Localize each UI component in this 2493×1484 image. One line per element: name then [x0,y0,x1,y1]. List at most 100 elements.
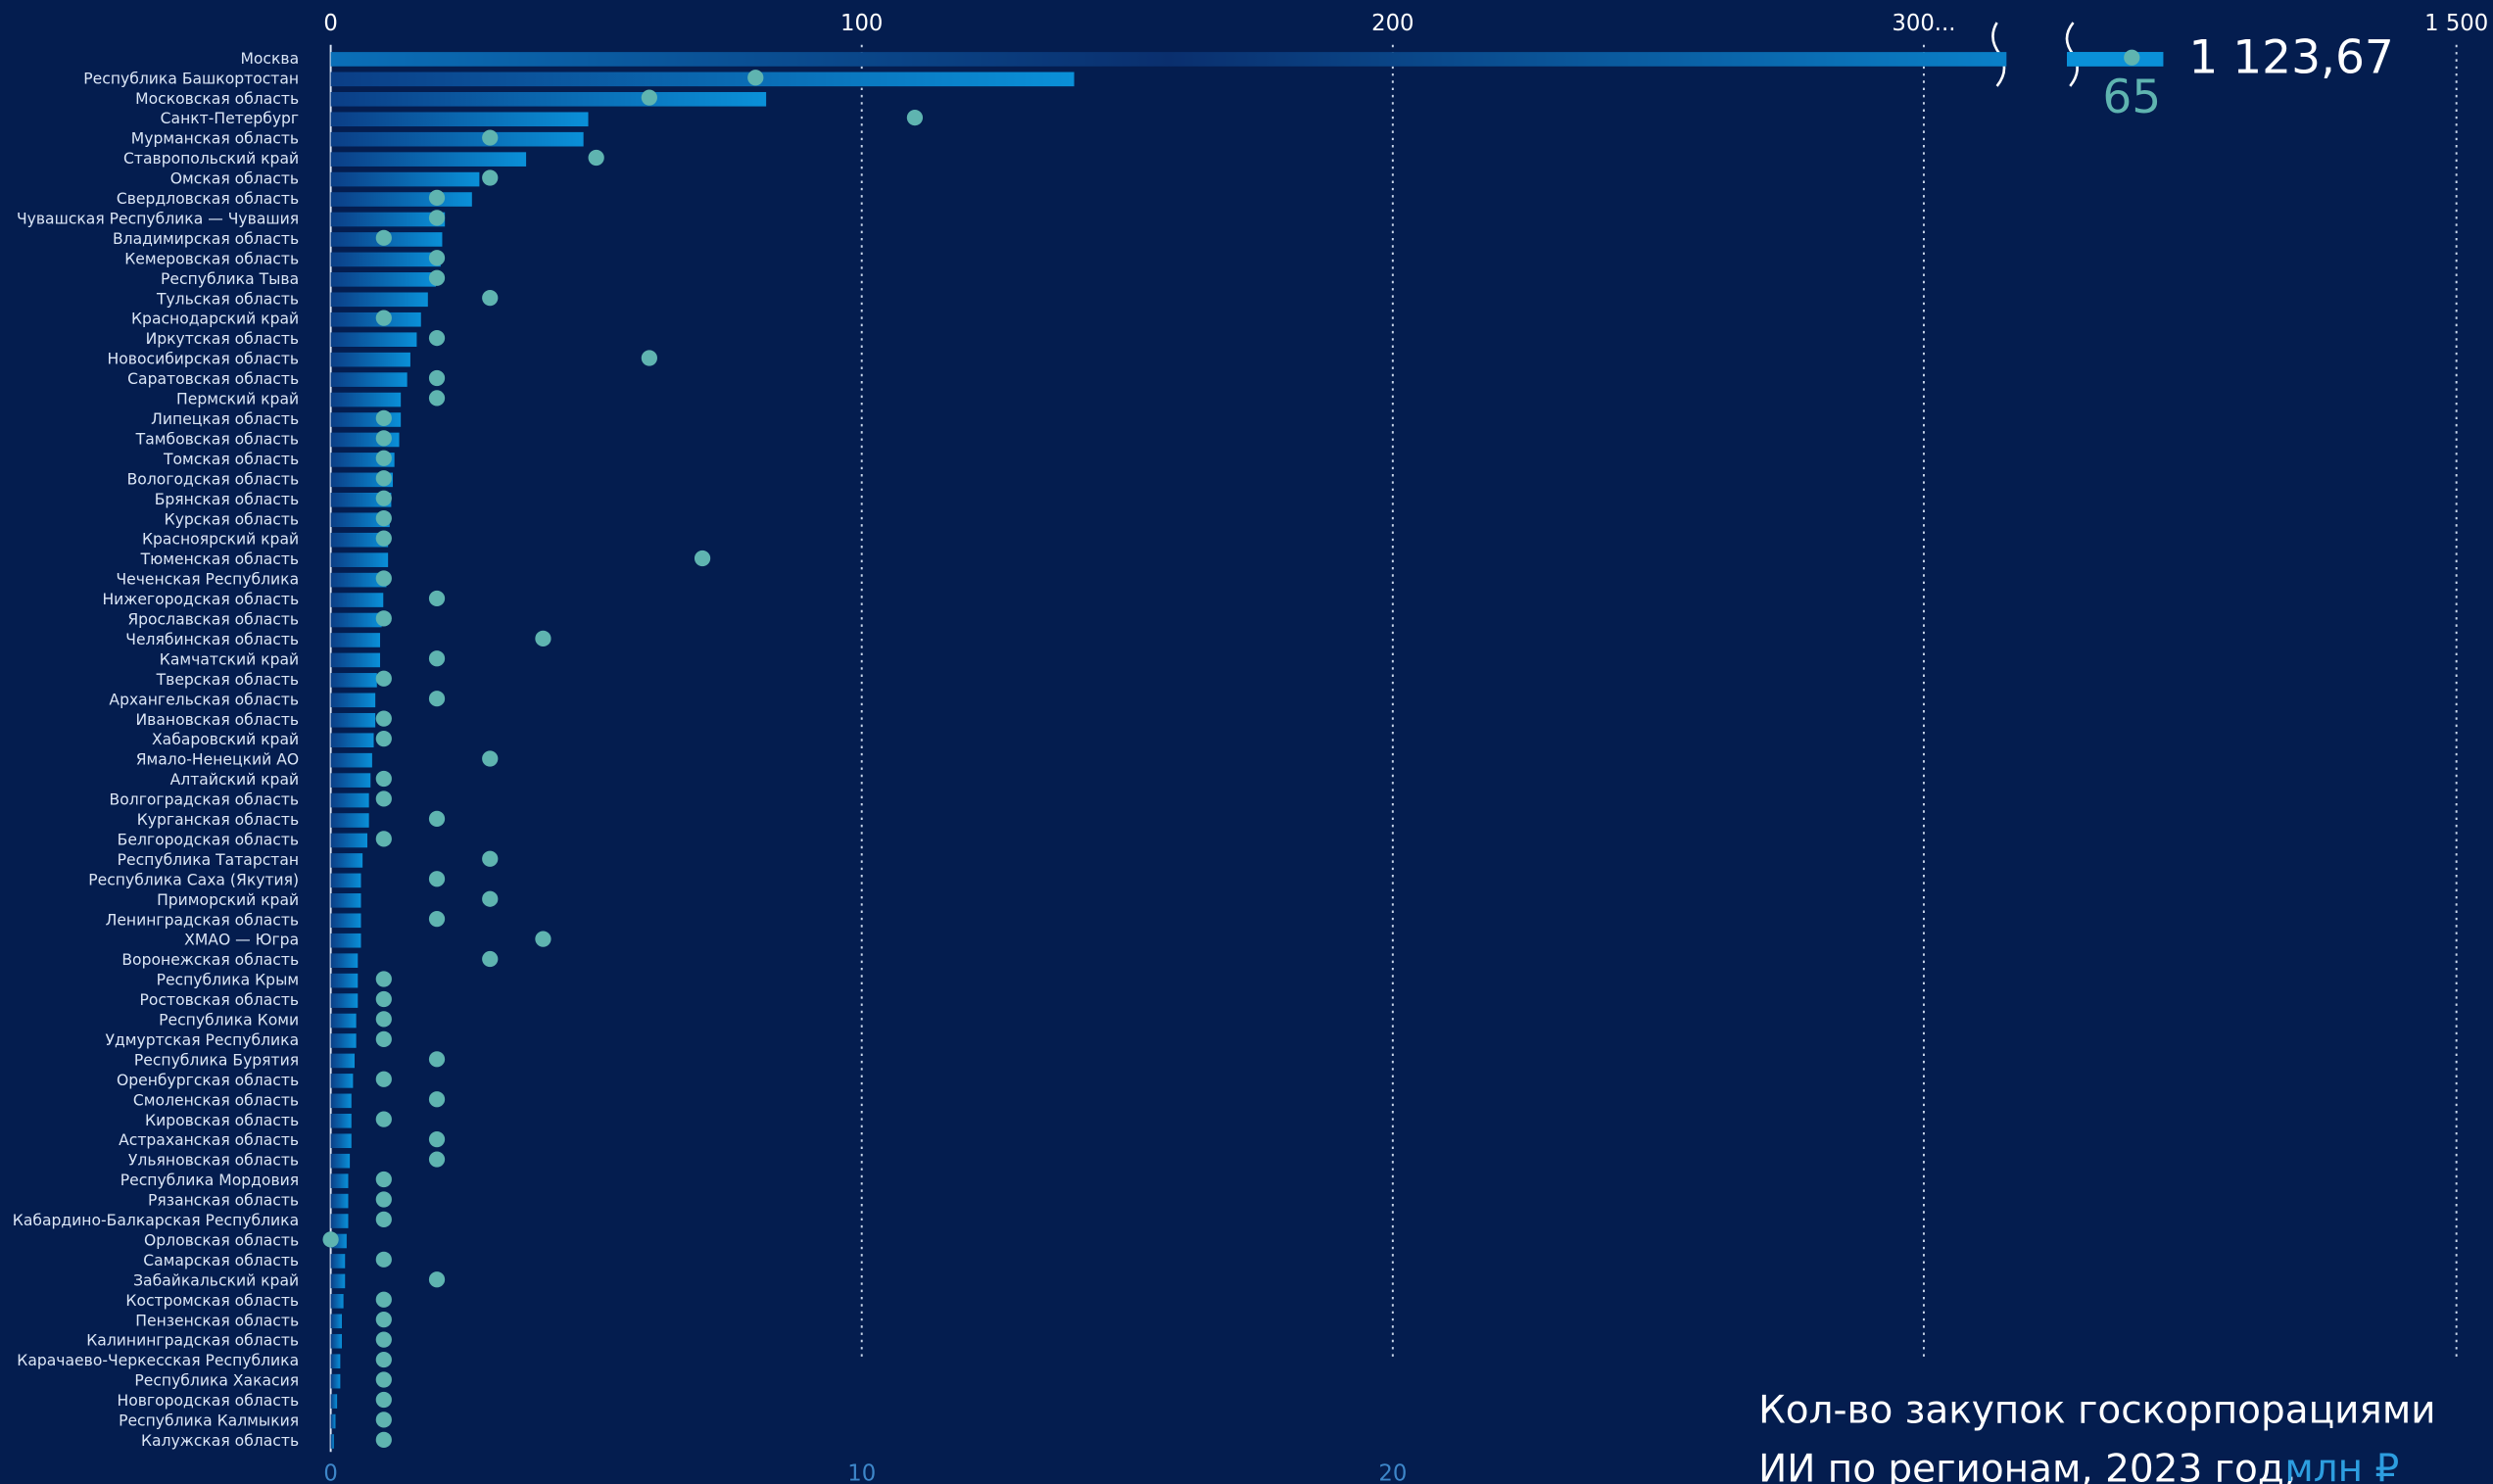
y-tick-label: Омская область [170,170,299,188]
y-tick-label: Ивановская область [136,711,300,729]
y-tick-label: Костромская область [125,1292,299,1310]
y-tick-label: Белгородская область [118,831,299,848]
dot [482,750,499,767]
bar [330,633,381,647]
x2-tick-label: 10 [847,1460,876,1484]
dot [375,530,392,547]
bar [330,1074,354,1088]
bar [330,512,390,528]
x2-tick-label: 20 [1378,1460,1407,1484]
dot [375,510,392,527]
dot [428,390,446,407]
title-line: ИИ по регионам, 2023 год, [1758,1447,2296,1484]
y-tick-label: Алтайский край [170,771,300,789]
bar [330,913,361,929]
bar [330,1354,341,1368]
y-tick-label: Забайкальский край [133,1271,299,1289]
y-tick-label: Ростовская область [140,991,300,1009]
y-tick-label: Орловская область [144,1231,299,1249]
dot [428,590,446,607]
y-tick-label: Калининградская область [86,1332,299,1350]
bar [330,91,767,107]
dot [375,670,392,687]
dot [482,950,499,968]
dot [375,1391,392,1409]
x2-tick-label: 0 [323,1460,337,1484]
bar [330,1193,349,1209]
x-tick-label: 300... [1892,11,1955,36]
dot [375,971,392,987]
y-tick-label: Кабардино-Балкарская Республика [13,1212,299,1229]
bar [330,372,408,387]
bar [330,1093,352,1109]
unit-label: млн ₽ [2284,1447,2399,1484]
y-tick-label: Ульяновская область [128,1152,299,1170]
bar [330,212,446,227]
y-tick-label: Ставропольский край [123,150,299,168]
dot [375,1312,392,1328]
y-tick-label: Новосибирская область [108,351,300,368]
bar [330,1294,344,1309]
x-tick-label: 200 [1371,11,1414,36]
y-tick-label: Республика Татарстан [118,851,300,869]
chart-title: Кол-во закупок госкорпорациями ИИ по реги… [1758,1388,2435,1484]
dot [641,89,657,106]
y-tick-label: Владимирская область [113,230,299,248]
dot [428,1051,446,1068]
bar [330,192,472,207]
y-tick-label: Республика Саха (Якутия) [88,871,299,888]
dot [375,1030,392,1047]
dot [428,1091,446,1108]
dot [535,630,551,646]
dot [375,229,392,246]
dot [482,850,499,867]
y-tick-label: Республика Калмыкия [119,1412,299,1430]
y-tick-label: Архангельская область [109,691,299,708]
y-tick-label: Воронежская область [121,951,299,969]
bar [330,933,361,948]
y-tick-label: Ленинградская область [106,911,300,929]
y-tick-label: Республика Хакасия [134,1372,299,1390]
bar [330,572,387,588]
value-label: 65 [2102,71,2161,124]
bar [330,292,428,308]
bar [330,893,361,908]
value-label: 1 123,67 [2188,31,2394,85]
dot [375,570,392,587]
y-tick-label: Камчатский край [160,650,299,668]
y-tick-label: Республика Коми [159,1012,299,1029]
y-tick-label: Тюменская область [140,551,299,568]
bar [330,171,480,187]
bar [330,652,381,668]
y-tick-label: Чувашская Республика — Чувашия [17,210,299,227]
y-tick-label: Пермский край [176,391,299,408]
bar [330,532,389,548]
bar [330,673,377,688]
bar [330,493,392,507]
dot [375,710,392,727]
y-tick-label: Томская область [163,451,299,468]
y-tick-label: Оренбургская область [117,1072,299,1089]
bar [330,52,2164,67]
dot [2124,49,2140,66]
y-tick-label: Республика Бурятия [134,1051,299,1069]
y-tick-label: Приморский край [157,891,299,909]
y-tick-label: Брянская область [155,491,299,508]
bar [330,1394,338,1409]
y-tick-label: Республика Крым [157,972,300,989]
bar [330,773,371,788]
y-tick-label: Свердловская область [117,190,299,208]
y-tick-label: ХМАО — Югра [184,932,299,949]
y-tick-label: Волгоградская область [110,791,300,809]
dot [428,210,446,226]
y-tick-label: Мурманская область [131,130,299,148]
dot [375,610,392,627]
y-tick-label: Смоленская область [133,1091,299,1109]
y-tick-label: Москва [240,50,299,68]
y-tick-label: Удмуртская Республика [105,1031,299,1049]
dot [482,169,499,186]
dot [375,1412,392,1428]
dot [375,990,392,1008]
y-tick-label: Липецкая область [151,410,299,428]
